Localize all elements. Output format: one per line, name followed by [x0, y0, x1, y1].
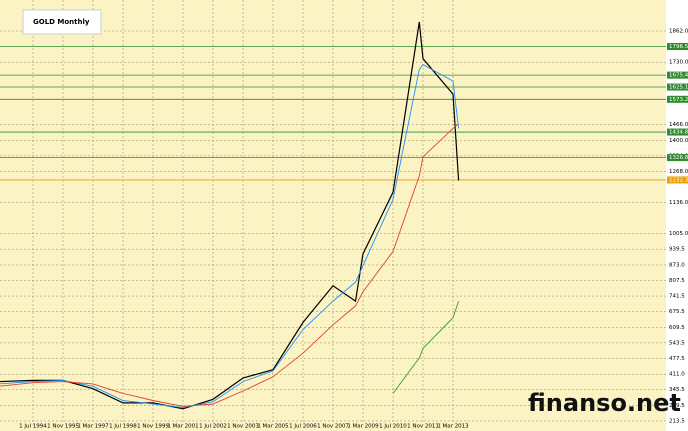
- y-tick-label: 279.5: [669, 403, 685, 409]
- x-tick-label: 1 Jul 2006: [289, 424, 317, 430]
- y-tick-label: 741.5: [669, 294, 685, 300]
- y-tick-label: 1268.0: [669, 169, 688, 175]
- level-label-bg: [667, 71, 688, 79]
- level-label: 1573.2: [669, 97, 688, 103]
- y-tick-label: 213.5: [669, 418, 685, 424]
- y-tick-label: 807.5: [669, 278, 685, 284]
- title-box: [22, 9, 102, 35]
- price-line: [0, 21, 460, 410]
- x-tick-label: 1 Nov 1995: [47, 424, 79, 430]
- x-tick-label: 1 Nov 2011: [407, 424, 439, 430]
- x-tick-label: 1 Mar 2001: [167, 424, 198, 430]
- level-label: 1434.8: [669, 130, 688, 136]
- y-tick-label: 345.5: [669, 387, 685, 393]
- x-tick-label: 1 Nov 2007: [317, 424, 349, 430]
- level-label: 1326.8: [669, 155, 688, 161]
- level-label: 1625.1: [669, 85, 688, 91]
- y-tick-label: 411.0: [669, 372, 685, 378]
- watermark: finanso.net: [528, 389, 681, 417]
- level-label-bg: [667, 176, 688, 184]
- x-tick-label: 1 Mar 2013: [437, 424, 469, 430]
- y-tick-label: 1466.0: [669, 122, 688, 128]
- y-tick-label: 873.0: [669, 262, 685, 268]
- y-tick-label: 1136.0: [669, 200, 688, 206]
- level-label: 1675.4: [669, 73, 688, 79]
- x-tick-label: 1 Nov 1999: [137, 424, 169, 430]
- price-line: [392, 300, 460, 394]
- y-tick-label: 1730.0: [669, 60, 688, 66]
- y-tick-label: 1005.0: [669, 231, 688, 237]
- x-tick-label: 1 Jul 1994: [19, 424, 47, 430]
- x-tick-label: 1 Mar 2005: [257, 424, 289, 430]
- level-label-bg: [667, 42, 688, 50]
- x-tick-label: 1 Nov 2003: [227, 424, 259, 430]
- level-label-bg: [667, 95, 688, 103]
- level-label-bg: [667, 128, 688, 136]
- level-label-bg: [667, 83, 688, 91]
- plot-bg: [0, 0, 666, 431]
- chart-title: GOLD Monthly: [33, 18, 90, 26]
- y-tick-label: 939.5: [669, 247, 685, 253]
- y-tick-label: 477.5: [669, 356, 685, 362]
- y-tick-label: 1862.0: [669, 28, 688, 34]
- y-tick-label: 543.5: [669, 340, 685, 346]
- level-label: 1232.3: [669, 177, 688, 183]
- axis-bg: [666, 0, 688, 431]
- level-label: 1796.5: [669, 44, 688, 50]
- level-label-bg: [667, 154, 688, 162]
- y-tick-label: 609.5: [669, 325, 685, 331]
- price-line: [0, 64, 460, 409]
- x-tick-label: 1 Mar 1997: [77, 424, 109, 430]
- x-tick-label: 1 Mar 2009: [347, 424, 379, 430]
- price-line: [0, 123, 459, 407]
- y-tick-label: 675.5: [669, 309, 685, 315]
- x-tick-label: 1 Jul 2002: [199, 424, 227, 430]
- y-tick-label: 1400.0: [669, 138, 688, 144]
- x-tick-label: 1 Jul 1998: [109, 424, 137, 430]
- x-tick-label: 1 Jul 2010: [379, 424, 407, 430]
